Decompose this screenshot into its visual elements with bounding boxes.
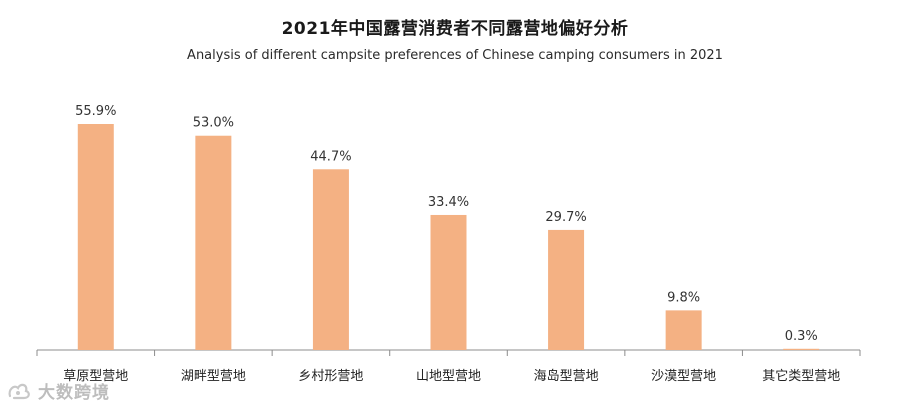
x-tick-label: 湖畔型营地 — [181, 369, 246, 384]
watermark-text: 大数跨境 — [38, 383, 110, 403]
x-tick-label: 山地型营地 — [416, 369, 481, 384]
x-tick-label: 乡村形营地 — [298, 369, 363, 384]
data-label: 0.3% — [785, 329, 818, 344]
bar-1 — [77, 124, 114, 350]
x-tick-label: 其它类型营地 — [762, 368, 840, 384]
x-tick-label: 沙漠型营地 — [651, 369, 716, 384]
bar-4 — [430, 214, 467, 350]
data-label: 53.0% — [193, 116, 234, 131]
watermark: 大数跨境 — [6, 378, 110, 403]
bar-6 — [665, 310, 702, 350]
data-label: 9.8% — [667, 290, 700, 305]
bar-7 — [783, 348, 820, 350]
data-label: 33.4% — [428, 195, 469, 210]
bar-3 — [312, 169, 349, 350]
bar-2 — [195, 135, 232, 350]
x-tick-label: 海岛型营地 — [534, 368, 599, 384]
data-label: 44.7% — [310, 149, 351, 164]
chart-title: 2021年中国露营消费者不同露营地偏好分析 — [281, 19, 629, 39]
bar-5 — [548, 229, 585, 350]
chart-subtitle: Analysis of different campsite preferenc… — [187, 48, 723, 63]
data-label: 29.7% — [545, 210, 586, 225]
watermark-logo-icon — [8, 383, 30, 399]
data-label: 55.9% — [75, 104, 116, 119]
x-tick-label: 草原型营地 — [63, 369, 128, 384]
